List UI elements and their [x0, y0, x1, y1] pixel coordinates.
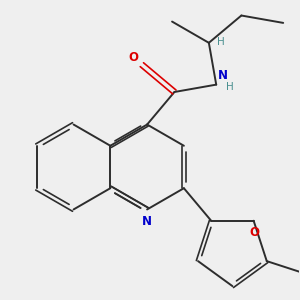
Text: N: N: [142, 215, 152, 228]
Text: O: O: [128, 51, 139, 64]
Text: H: H: [226, 82, 234, 92]
Text: N: N: [218, 69, 228, 82]
Text: O: O: [250, 226, 260, 239]
Text: H: H: [217, 37, 225, 47]
